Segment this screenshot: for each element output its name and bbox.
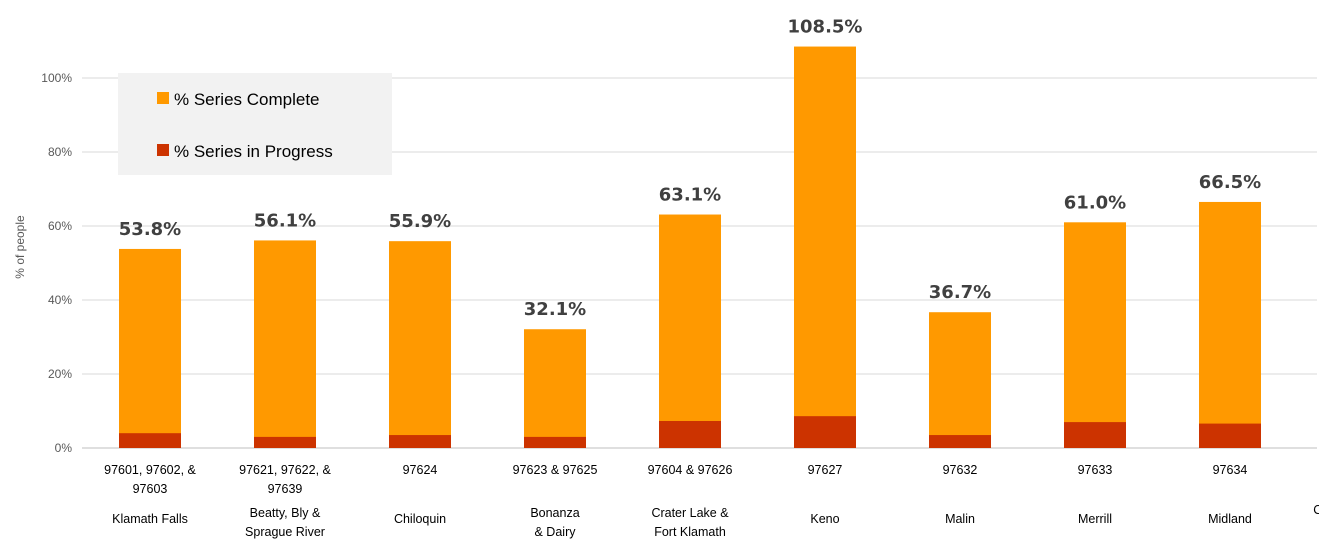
category-place-label: Fort Klamath bbox=[654, 525, 726, 539]
category-place-label: Bonanza bbox=[530, 506, 579, 520]
category-zip-label: 97603 bbox=[133, 482, 168, 496]
y-tick-label: 0% bbox=[55, 441, 73, 455]
data-label: 53.8% bbox=[119, 219, 181, 240]
category-zip-label: 97604 & 97626 bbox=[648, 463, 733, 477]
category-place-label: Sprague River bbox=[245, 525, 325, 539]
bars bbox=[119, 46, 1261, 449]
y-axis-label: % of people bbox=[13, 215, 27, 279]
y-tick-label: 100% bbox=[41, 71, 72, 85]
category-place-label: Keno bbox=[810, 512, 839, 526]
bar-series-in-progress bbox=[1064, 422, 1126, 448]
bar-series-in-progress bbox=[1199, 423, 1261, 448]
bar-series-complete bbox=[119, 248, 181, 448]
category-zip-label: 97632 bbox=[943, 463, 978, 477]
category-zip-label: 97624 bbox=[403, 463, 438, 477]
y-tick-label: 40% bbox=[48, 293, 72, 307]
category-zip-label: 97623 & 97625 bbox=[513, 463, 598, 477]
bar-series-complete bbox=[794, 46, 856, 449]
category-place-label: Beatty, Bly & bbox=[250, 506, 321, 520]
bar-series-in-progress bbox=[389, 435, 451, 448]
data-label: 108.5% bbox=[788, 17, 863, 38]
category-place-label: Malin bbox=[945, 512, 975, 526]
bar-series-complete bbox=[524, 329, 586, 448]
category-zip-label: 97627 bbox=[808, 463, 843, 477]
bar-series-complete bbox=[659, 214, 721, 448]
bar-series-in-progress bbox=[659, 420, 721, 448]
bar-series-in-progress bbox=[119, 433, 181, 448]
legend-label-series-in-progress: % Series in Progress bbox=[174, 142, 333, 161]
y-tick-label: 80% bbox=[48, 145, 72, 159]
data-label: 61.0% bbox=[1064, 192, 1126, 213]
data-label: 66.5% bbox=[1199, 172, 1261, 193]
category-place-label: Crater Lake & bbox=[651, 506, 729, 520]
data-labels: 53.8% 56.1% 55.9% 32.1% 63.1% 108.5% 36.7% 61.0… bbox=[119, 17, 1261, 321]
category-place-label: Chiloquin bbox=[394, 512, 446, 526]
data-label: 63.1% bbox=[659, 185, 721, 206]
bar-series-in-progress bbox=[929, 435, 991, 448]
data-label: 55.9% bbox=[389, 211, 451, 232]
y-axis-tick-labels: 0% 20% 40% 60% 80% 100% bbox=[41, 71, 72, 455]
bar-series-complete bbox=[389, 241, 451, 448]
legend: % Series Complete % Series in Progress bbox=[118, 73, 392, 175]
category-zip-label: 97621, 97622, & bbox=[239, 463, 331, 477]
bar-series-complete bbox=[1199, 201, 1261, 448]
legend-swatch-series-in-progress bbox=[157, 144, 169, 156]
legend-background bbox=[118, 73, 392, 175]
y-tick-label: 20% bbox=[48, 367, 72, 381]
bar-series-in-progress bbox=[524, 436, 586, 448]
legend-label-series-complete: % Series Complete bbox=[174, 90, 320, 109]
data-label: 36.7% bbox=[929, 282, 991, 303]
category-labels: 97601, 97602, & 97603 Klamath Falls 97621, … bbox=[104, 463, 1319, 539]
category-zip-label: 97601, 97602, & bbox=[104, 463, 196, 477]
bar-series-complete bbox=[1064, 222, 1126, 448]
category-place-label: Merrill bbox=[1078, 512, 1112, 526]
y-tick-label: 60% bbox=[48, 219, 72, 233]
category-place-label: Midland bbox=[1208, 512, 1252, 526]
category-zip-label: 97633 bbox=[1078, 463, 1113, 477]
data-label: 32.1% bbox=[524, 299, 586, 320]
category-zip-label: 97634 bbox=[1213, 463, 1248, 477]
data-label: 56.1% bbox=[254, 210, 316, 231]
category-place-label: Klamath Falls bbox=[112, 512, 188, 526]
bar-series-complete bbox=[254, 240, 316, 448]
bar-series-in-progress bbox=[254, 436, 316, 448]
legend-swatch-series-complete bbox=[157, 92, 169, 104]
bar-series-in-progress bbox=[794, 416, 856, 448]
category-place-label: & Dairy bbox=[535, 525, 577, 539]
category-place-label: Chemult, Crescent bbox=[1313, 503, 1319, 517]
bar-series-complete bbox=[929, 312, 991, 448]
category-zip-label: 97639 bbox=[268, 482, 303, 496]
